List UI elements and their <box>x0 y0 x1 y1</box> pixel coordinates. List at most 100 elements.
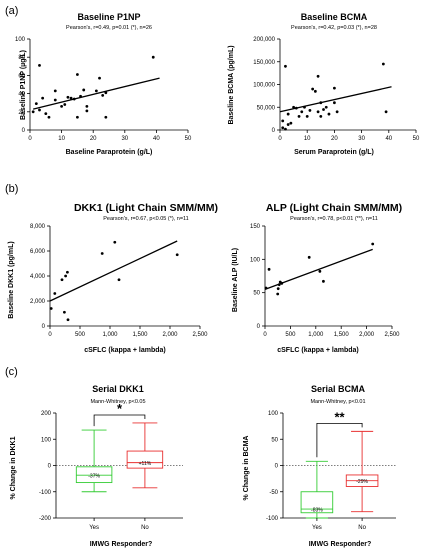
data-point <box>324 105 328 109</box>
x-tick-label: No <box>141 525 149 531</box>
x-tick-label: 20 <box>90 136 97 142</box>
x-tick-label: 20 <box>331 136 338 142</box>
median-label: -29% <box>356 479 368 485</box>
y-tick-label: 40 <box>18 92 25 98</box>
data-point <box>94 89 98 93</box>
y-axis-label: Baseline DKK1 (pg/mL) <box>8 241 15 318</box>
x-tick-label: 1,000 <box>102 332 118 338</box>
data-point <box>82 88 86 92</box>
x-axis-label: cSFLC (kappa + lambda) <box>84 347 166 354</box>
data-point <box>53 89 57 93</box>
x-tick-label: 0 <box>28 136 32 142</box>
median-label: +11% <box>139 461 152 467</box>
data-point <box>175 253 179 257</box>
data-point <box>300 110 304 114</box>
chart-title: Serial BCMA <box>311 384 366 394</box>
data-point <box>60 278 64 282</box>
panel-label-c: (c) <box>5 366 18 378</box>
y-tick-label: 50,000 <box>257 105 276 111</box>
data-point <box>66 270 69 274</box>
y-tick-label: 0 <box>272 128 276 134</box>
x-tick-label: 50 <box>185 136 192 142</box>
data-point <box>286 123 290 126</box>
data-point <box>31 110 35 114</box>
regression-line <box>49 240 178 302</box>
y-tick-label: 60 <box>18 73 25 79</box>
y-tick-label: -100 <box>266 516 279 522</box>
data-point <box>276 292 280 296</box>
box-body <box>126 450 164 469</box>
data-point <box>264 286 268 290</box>
data-point <box>41 96 45 100</box>
x-tick-label: 2,000 <box>162 332 178 338</box>
chart-bcma: Baseline BCMA Pearson's, r=0.42, p=0.03 … <box>228 12 420 156</box>
significance-marker: * <box>117 401 123 416</box>
chart-alp: ALP (Light Chain SMM/MM) Pearson's, r=0.… <box>232 202 402 354</box>
median-label: -37% <box>88 474 100 480</box>
data-point <box>76 115 79 119</box>
data-point <box>384 110 388 114</box>
y-tick-label: -200 <box>39 516 52 522</box>
data-point <box>98 76 101 80</box>
y-axis-label: Baseline P1NP (µg/L) <box>20 50 27 120</box>
data-point <box>53 292 57 295</box>
data-point <box>69 96 73 100</box>
data-point <box>284 64 287 68</box>
chart-title: Serial DKK1 <box>92 384 144 394</box>
x-tick-label: 40 <box>153 136 160 142</box>
x-tick-label: Yes <box>89 525 99 531</box>
data-point <box>311 87 315 91</box>
data-point <box>286 112 290 116</box>
x-axis-label: IMWG Responder? <box>309 541 372 548</box>
data-point <box>284 127 287 131</box>
chart-title: DKK1 (Light Chain SMM/MM) <box>74 202 218 214</box>
x-tick-label: 0 <box>263 332 267 338</box>
data-point <box>381 62 385 66</box>
data-point <box>66 318 70 322</box>
chart-serial-dkk1: Serial DKK1 Mann-Whitney, p<0.05 -200 -10… <box>10 384 183 548</box>
x-tick-label: 50 <box>413 136 420 142</box>
x-tick-label: 30 <box>121 136 128 142</box>
data-point <box>63 310 66 314</box>
x-tick-label: 40 <box>385 136 392 142</box>
x-tick-label: Yes <box>312 525 322 531</box>
data-point <box>267 267 271 271</box>
data-point <box>333 86 336 90</box>
y-tick-label: 100 <box>250 257 261 263</box>
data-point <box>100 252 104 255</box>
data-point <box>322 108 325 111</box>
y-tick-label: 2,000 <box>30 299 46 305</box>
y-tick-label: 6,000 <box>30 249 46 255</box>
chart-serial-bcma: Serial BCMA Mann-Whitney, p<0.01 -100 -50… <box>243 384 396 548</box>
y-tick-label: 0 <box>48 464 52 470</box>
data-point <box>85 104 89 108</box>
y-tick-label: 0 <box>22 128 26 134</box>
x-tick-label: 10 <box>58 136 65 142</box>
data-point <box>322 279 325 283</box>
chart-stat: Pearson's, r=0.49, p=0.01 (*), n=26 <box>66 25 152 31</box>
y-tick-label: 8,000 <box>30 224 46 230</box>
y-tick-label: 150,000 <box>253 60 275 66</box>
chart-stat: Mann-Whitney, p<0.05 <box>90 399 145 405</box>
y-tick-label: 150 <box>250 224 261 230</box>
data-point <box>44 112 48 116</box>
data-point <box>79 94 82 98</box>
x-tick-label: 2,000 <box>359 332 375 338</box>
data-point <box>113 240 117 244</box>
y-tick-label: 100 <box>268 411 279 417</box>
data-point <box>280 281 284 285</box>
chart-title: ALP (Light Chain SMM/MM) <box>266 202 402 214</box>
data-point <box>72 97 76 101</box>
data-point <box>277 283 281 287</box>
x-tick-label: 0 <box>278 136 282 142</box>
data-point <box>327 112 331 116</box>
x-axis-label: cSFLC (kappa + lambda) <box>277 347 359 354</box>
median-label: -83% <box>311 508 323 514</box>
data-point <box>47 115 51 119</box>
x-axis-label: IMWG Responder? <box>90 541 153 548</box>
chart-p1np: Baseline P1NP Pearson's, r=0.49, p=0.01 … <box>15 12 192 156</box>
x-tick-label: 10 <box>304 136 311 142</box>
y-tick-label: 100 <box>15 37 26 43</box>
data-point <box>53 98 57 102</box>
